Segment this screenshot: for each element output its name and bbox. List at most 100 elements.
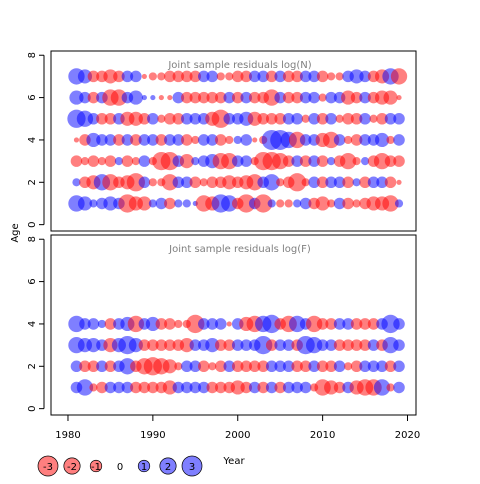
bubble-positive <box>359 360 371 373</box>
bubble-negative <box>325 360 337 373</box>
bubble-positive <box>76 379 94 396</box>
panel-residuals-logN: Joint sample residuals log(N) 0 2 4 6 8 <box>27 50 417 232</box>
bubble-positive <box>308 176 320 189</box>
bubble-positive <box>325 112 337 125</box>
bubble-negative <box>164 318 176 330</box>
bubble-negative <box>216 72 225 81</box>
bubble-negative <box>189 91 202 104</box>
bubble-positive <box>76 110 94 127</box>
bubble-positive <box>248 70 261 83</box>
bubble-positive <box>121 134 134 146</box>
bubble-positive <box>359 70 371 83</box>
bubble-positive <box>349 69 364 84</box>
legend-label: -1 <box>91 462 101 473</box>
bubble-negative <box>299 155 312 167</box>
bubble-positive <box>299 197 312 210</box>
bubble-negative <box>110 89 128 106</box>
bubble-positive <box>265 381 278 394</box>
bubble-positive <box>79 91 91 104</box>
bubble-negative <box>130 134 142 146</box>
bubble-positive <box>189 381 202 394</box>
bubble-positive <box>206 134 219 146</box>
bubble-negative <box>80 157 90 166</box>
bubble-negative <box>147 339 159 351</box>
bubble-positive <box>291 155 303 167</box>
bubble-positive <box>376 176 388 189</box>
bubble-negative <box>282 91 295 104</box>
y-axis-label: Age <box>10 223 21 242</box>
bubble-negative <box>350 91 363 104</box>
bubble-negative <box>215 91 227 104</box>
bubble-negative <box>252 137 258 143</box>
bubble-positive <box>376 360 388 373</box>
bubble-positive <box>342 318 354 330</box>
bubble-negative <box>206 381 219 394</box>
bubble-negative <box>231 91 244 104</box>
bubble-negative <box>322 131 340 149</box>
bubble-negative <box>157 72 166 81</box>
bubble-positive <box>145 316 160 332</box>
bubble-negative <box>257 112 269 125</box>
bubble-positive <box>305 336 323 354</box>
legend-label: 2 <box>165 462 171 473</box>
y-tick-label: 4 <box>27 321 38 327</box>
bubble-negative <box>89 383 98 392</box>
bubble-negative <box>104 155 117 167</box>
bubble-negative <box>189 70 202 83</box>
bubble-negative <box>113 134 125 146</box>
bubble-negative <box>211 109 230 128</box>
bubble-negative <box>384 155 397 167</box>
bubble-positive <box>189 360 202 373</box>
bubble-negative <box>325 318 337 330</box>
bubble-negative <box>96 112 108 125</box>
bubble-negative <box>384 176 397 189</box>
bubble-positive <box>265 360 278 373</box>
bubble-negative <box>359 318 371 330</box>
bubble-negative <box>276 199 285 208</box>
bubble-positive <box>308 112 320 125</box>
bubble-negative <box>291 91 303 104</box>
bubble-negative <box>359 176 371 189</box>
bubble-negative <box>316 70 329 83</box>
bubble-negative <box>240 381 252 394</box>
bubble-negative <box>327 199 336 208</box>
bubble-positive <box>68 315 85 333</box>
bubble-positive <box>104 134 117 146</box>
bubble-positive <box>393 381 405 394</box>
y-tick-label: 8 <box>27 52 38 58</box>
bubble-negative <box>289 131 306 149</box>
bubble-negative <box>223 339 236 351</box>
bubble-negative <box>96 381 108 394</box>
bubble-positive <box>384 112 397 125</box>
bubble-positive <box>274 70 286 83</box>
bubble-negative <box>257 381 269 394</box>
bubble-negative <box>157 114 166 123</box>
bubble-negative <box>225 72 234 81</box>
bubble-positive <box>69 90 84 105</box>
panel-title: Joint sample residuals log(N) <box>167 60 311 71</box>
bubble-positive <box>114 157 123 166</box>
y-tick-label: 4 <box>27 137 38 143</box>
bubble-negative <box>164 197 176 210</box>
bubble-negative <box>137 196 152 211</box>
bubble-negative <box>254 194 273 213</box>
bubble-negative <box>350 134 363 146</box>
bubble-negative <box>102 174 119 191</box>
panel-frame <box>50 50 417 232</box>
bubble-positive <box>267 199 276 208</box>
bubble-negative <box>333 381 346 394</box>
bubble-positive <box>174 199 183 208</box>
bubble-negative <box>221 152 238 170</box>
bubble-positive <box>172 134 185 146</box>
bubble-positive <box>128 338 143 353</box>
bubble-negative <box>138 112 151 125</box>
bubble-positive <box>97 319 107 329</box>
bubble-positive <box>147 134 159 146</box>
bubble-negative <box>155 318 168 330</box>
bubble-negative <box>73 137 80 143</box>
bubble-negative <box>147 381 159 394</box>
bubble-positive <box>262 314 281 334</box>
bubble-negative <box>131 157 140 166</box>
bubble-positive <box>359 91 371 104</box>
